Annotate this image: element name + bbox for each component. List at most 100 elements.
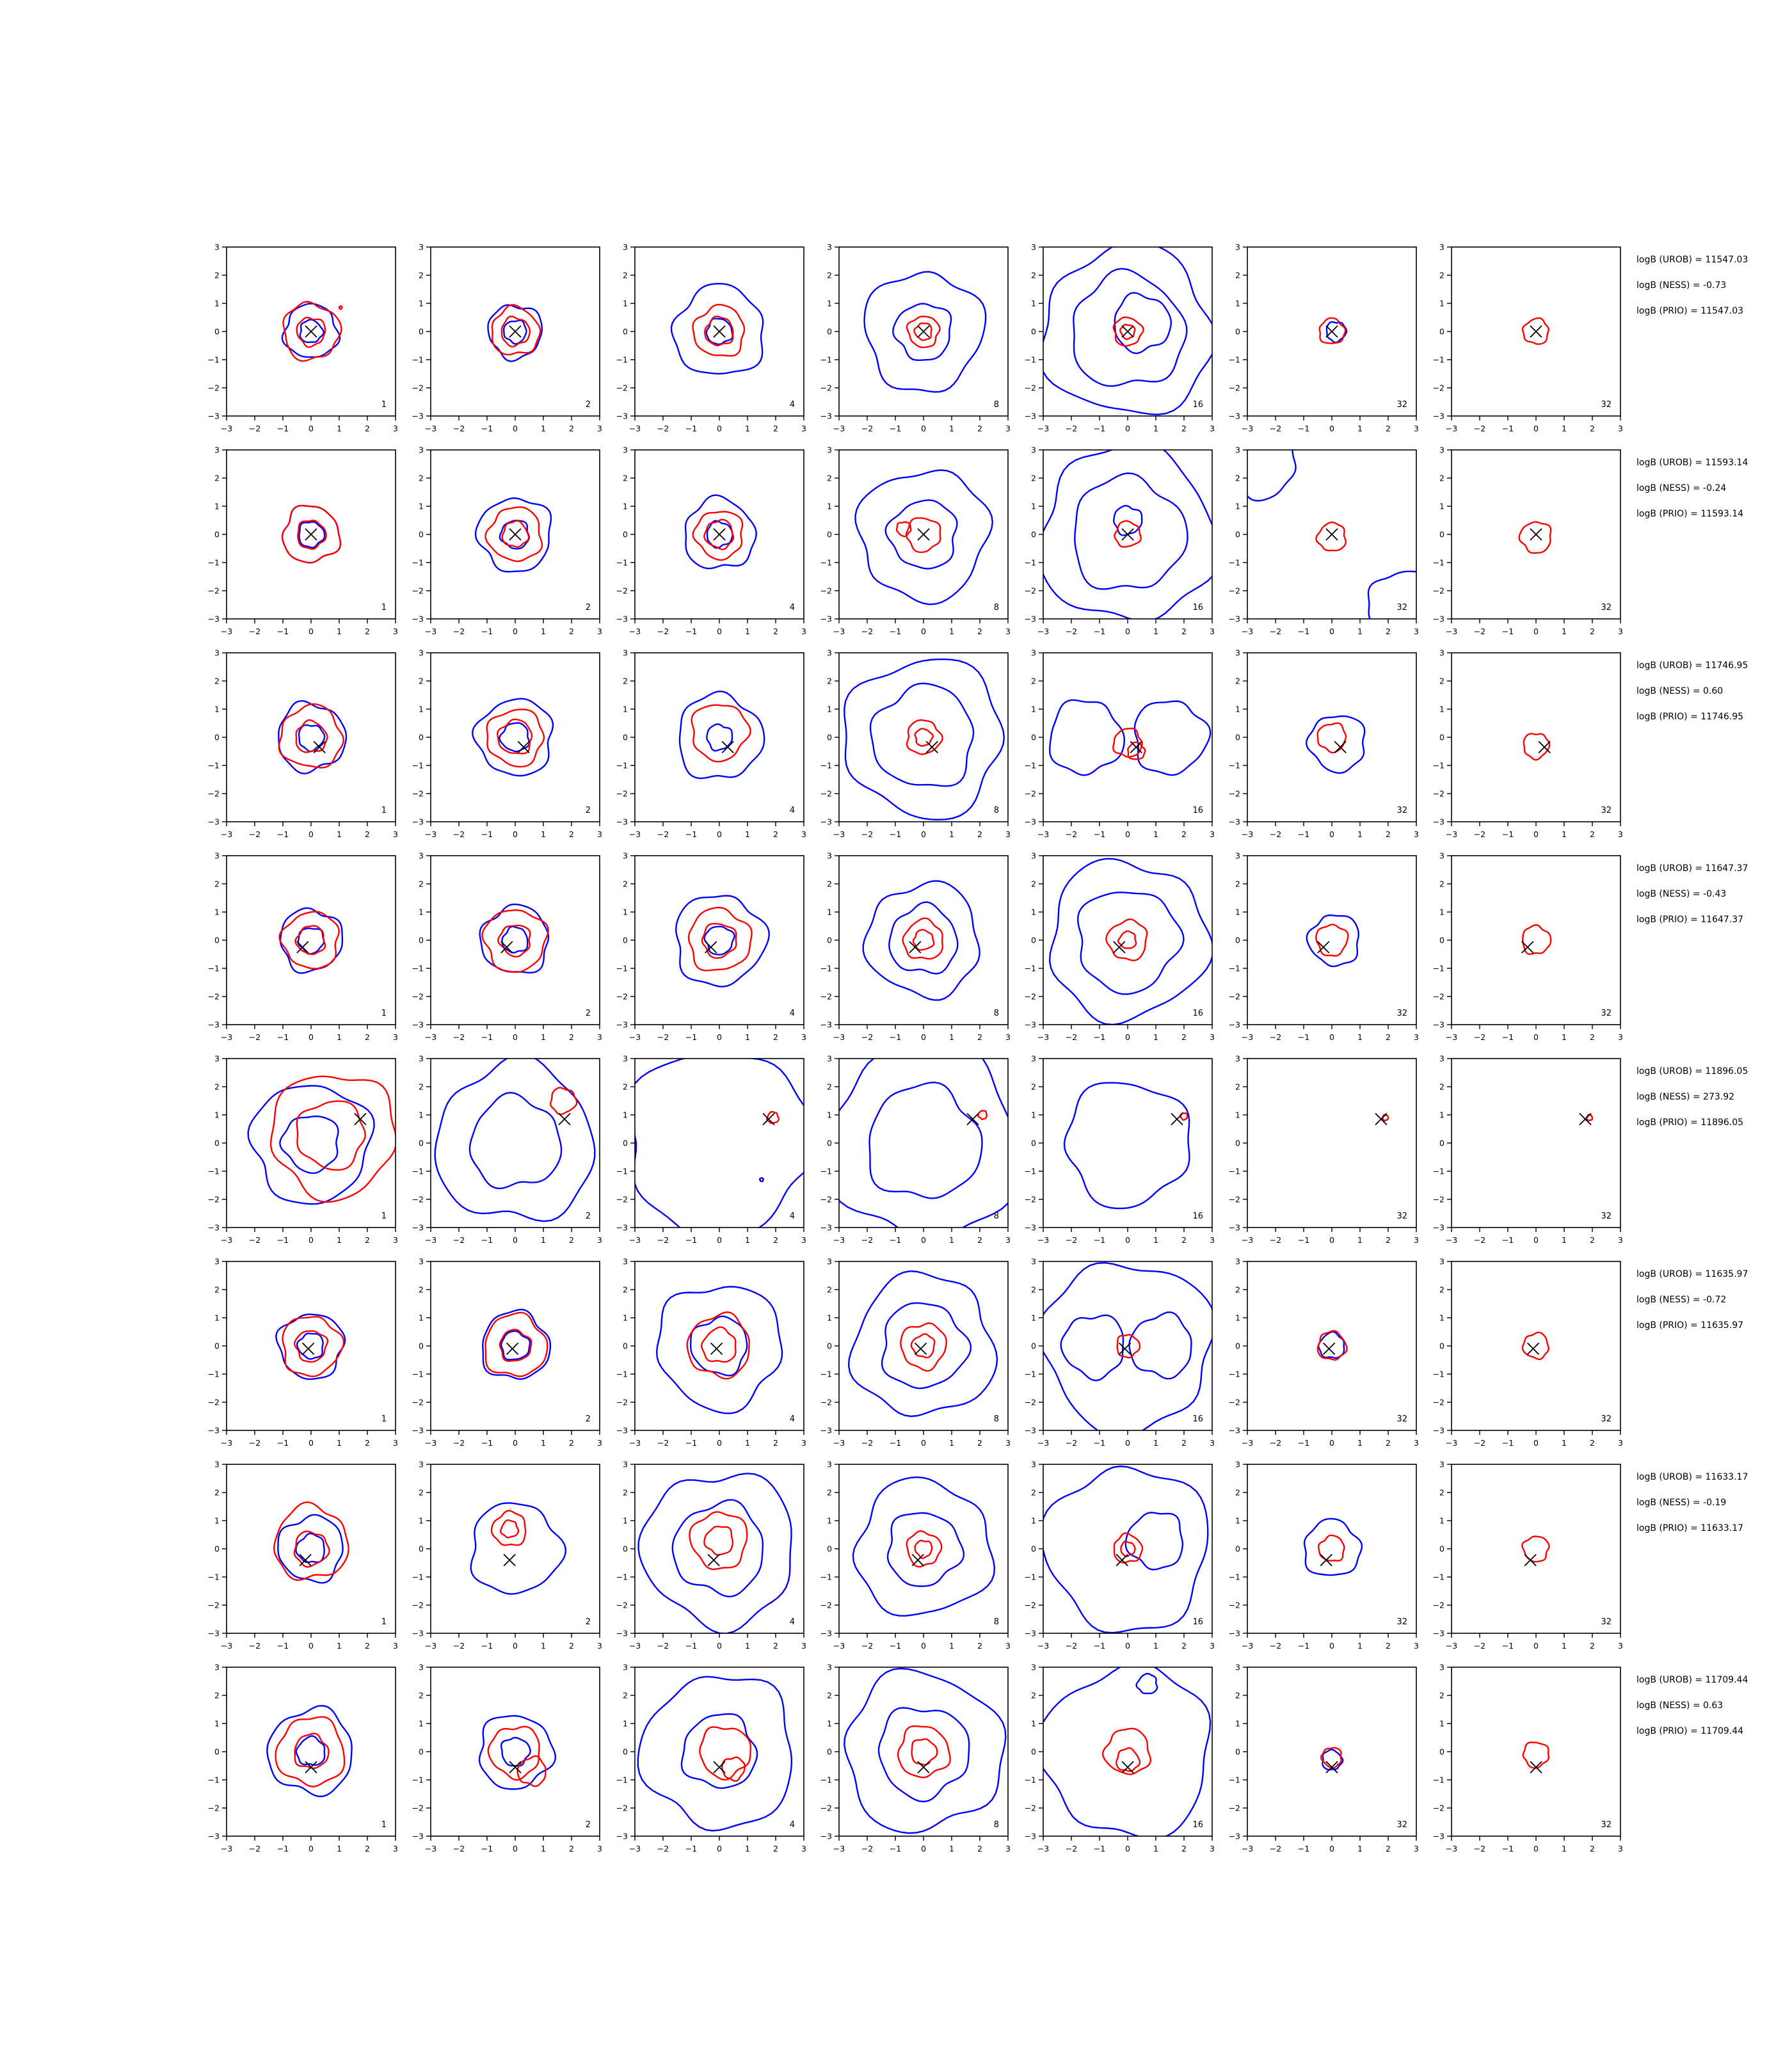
x-tick-label: −2 [1270,1641,1281,1651]
y-tick-label: −1 [820,1572,832,1582]
x-tick-label: 3 [1210,1438,1215,1448]
x-tick-label: 1 [949,627,954,636]
x-tick-label: 0 [308,1641,314,1651]
red-contour [687,906,753,972]
x-tick-label: 0 [717,627,722,636]
y-tick-label: −1 [1025,1572,1036,1582]
y-tick-label: −1 [616,355,628,365]
y-tick-label: 1 [1235,1110,1240,1120]
marker-x [305,325,317,338]
y-tick-label: −1 [208,1167,220,1176]
x-tick-label: 1 [1153,1438,1158,1448]
y-tick-label: −3 [1433,412,1444,421]
x-tick-label: 2 [1386,424,1391,433]
y-tick-label: 3 [623,1054,628,1064]
x-tick-label: −2 [1270,424,1281,433]
x-tick-label: 3 [1618,627,1623,636]
y-tick-label: −1 [820,355,832,365]
y-tick-label: 3 [827,1257,832,1267]
y-tick-label: −1 [1229,964,1240,973]
blue-contour [637,1676,792,1832]
panel-r3-c2: −3 −2 −1 0 1 2 3 −3 −2 −1 0 1 2 3 2 [412,648,602,840]
x-tick-label: −3 [221,1641,232,1651]
x-tick-label: −3 [629,1844,641,1853]
x-tick-label: 3 [393,1641,398,1651]
y-tick-label: 2 [1235,1082,1240,1092]
x-tick-label: −3 [425,1844,436,1853]
x-tick-label: 0 [513,829,518,839]
y-tick-label: −3 [616,1426,628,1436]
row-stat: logB (NESS) = -0.24 [1636,483,1726,493]
y-tick-label: 0 [1031,327,1036,337]
x-tick-label: 0 [1329,627,1334,636]
x-tick-label: 1 [541,1032,546,1042]
y-tick-label: 3 [827,648,832,658]
red-contour [293,1330,329,1363]
y-tick-label: −1 [1025,1167,1036,1176]
x-tick-label: 3 [1618,424,1623,433]
blue-contour [1073,268,1188,387]
y-tick-label: −3 [208,817,220,827]
y-tick-label: −1 [820,964,832,973]
x-tick-label: −2 [861,1641,873,1651]
y-tick-label: −2 [616,1804,628,1813]
x-tick-label: 0 [1533,1438,1539,1448]
red-contour [977,1110,988,1121]
y-tick-label: 0 [827,733,832,742]
blue-contour [655,1286,783,1414]
x-tick-label: −3 [629,1438,641,1448]
y-tick-label: 1 [214,1110,220,1120]
y-tick-label: 2 [214,879,220,889]
red-contour [914,728,934,747]
x-tick-label: −1 [890,1235,901,1245]
x-tick-label: 2 [1181,829,1187,839]
x-tick-label: −2 [657,1235,669,1245]
y-tick-label: −2 [1433,992,1444,1002]
y-tick-label: 1 [419,1516,424,1526]
y-tick-label: 1 [1439,1719,1444,1729]
y-tick-label: 0 [214,1341,220,1351]
y-tick-label: −3 [1229,817,1240,827]
axes-frame [1451,1464,1621,1634]
x-tick-label: 2 [365,1844,370,1853]
y-tick-label: −2 [412,586,424,596]
x-tick-label: 0 [308,1235,314,1245]
x-tick-label: −3 [221,1235,232,1245]
y-tick-label: −3 [616,1223,628,1233]
panel-r6-c7: −3 −2 −1 0 1 2 3 −3 −2 −1 0 1 2 3 32 [1433,1257,1623,1448]
y-tick-label: 0 [827,530,832,540]
y-tick-label: 3 [827,1460,832,1469]
x-tick-label: 1 [541,829,546,839]
x-tick-label: 1 [1153,1032,1158,1042]
panel-r8-c4: −3 −2 −1 0 1 2 3 −3 −2 −1 0 1 2 3 8 [820,1663,1011,1854]
y-tick-label: 0 [1235,1139,1240,1148]
y-tick-label: −3 [412,1020,424,1030]
y-tick-label: 3 [419,851,424,861]
marker-x [517,740,530,754]
y-tick-label: 2 [827,1082,832,1092]
x-tick-label: −2 [1474,424,1485,433]
contour-layer [1521,1331,1550,1361]
marker-x [509,325,522,338]
y-tick-label: −2 [820,1398,832,1407]
y-tick-label: 3 [827,1054,832,1064]
y-tick-label: −1 [1229,355,1240,365]
x-tick-label: −3 [1446,1235,1457,1245]
contour-layer [434,1059,596,1222]
panel-r6-c6: −3 −2 −1 0 1 2 3 −3 −2 −1 0 1 2 3 32 [1229,1257,1419,1448]
panel-r4-c4: −3 −2 −1 0 1 2 3 −3 −2 −1 0 1 2 3 8 [820,851,1011,1043]
blue-contour [299,319,324,343]
y-tick-label: −3 [1433,1223,1444,1233]
y-tick-label: −1 [412,1167,424,1176]
x-tick-label: −3 [425,1235,436,1245]
axes-frame [226,1667,396,1837]
x-tick-label: 0 [513,1235,518,1245]
red-contour [487,1725,540,1781]
x-tick-label: 3 [1005,1032,1011,1042]
y-tick-label: 2 [623,1488,628,1498]
panel-label: 4 [790,400,795,410]
x-tick-label: 3 [393,1032,398,1042]
contour-layer [1247,450,1416,619]
y-tick-label: 3 [1031,1257,1036,1267]
y-tick-label: −3 [820,1426,832,1436]
